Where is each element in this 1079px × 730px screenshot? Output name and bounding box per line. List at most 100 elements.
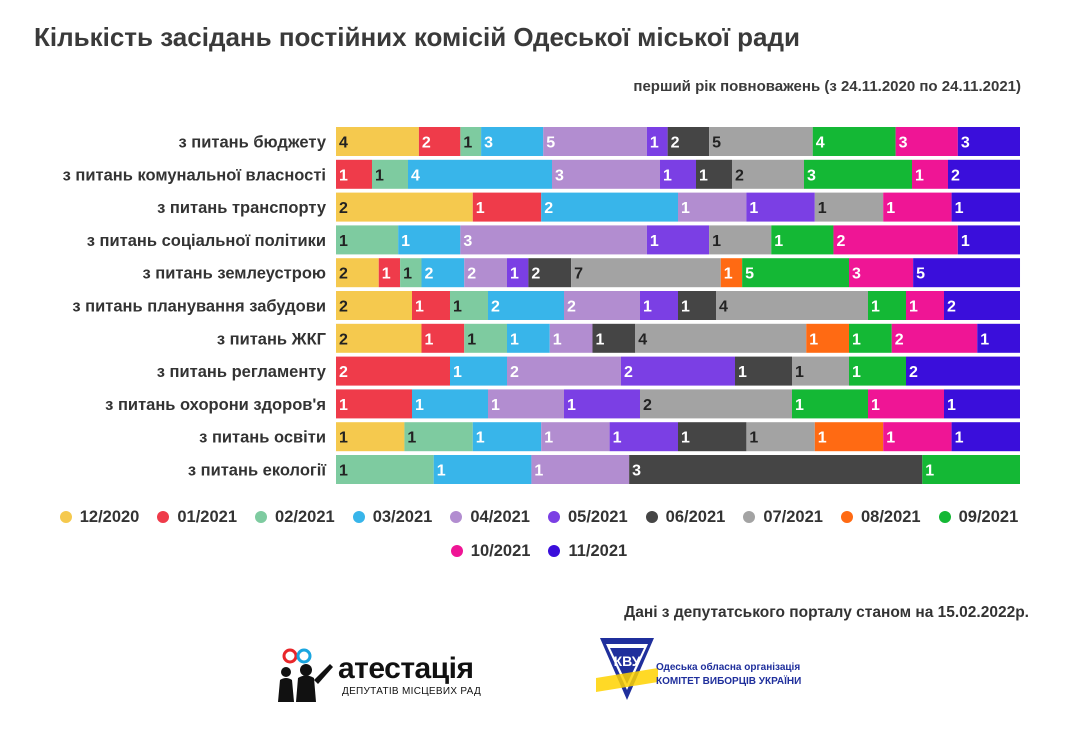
data-label: 1 — [401, 233, 410, 250]
data-label: 2 — [339, 364, 348, 381]
bar-segment — [398, 225, 461, 255]
data-label: 2 — [339, 299, 348, 316]
data-label: 1 — [809, 331, 818, 348]
data-label: 1 — [795, 364, 804, 381]
legend-swatch — [450, 545, 463, 557]
data-label: 1 — [643, 299, 652, 316]
data-label: 1 — [407, 430, 416, 447]
bar-segment — [646, 225, 710, 255]
bar-segment — [951, 192, 1020, 222]
bar-segment — [507, 356, 621, 386]
legend-swatch — [938, 511, 951, 523]
data-label: 2 — [531, 266, 540, 283]
legend-item: 05/2021 — [548, 506, 628, 528]
bar-segment — [812, 127, 896, 156]
bar-segment — [336, 291, 412, 320]
bar-segment — [709, 225, 772, 255]
bar-segment — [709, 127, 813, 156]
bar-segment — [957, 225, 1020, 255]
data-label: 2 — [422, 135, 431, 152]
data-label: 3 — [555, 167, 564, 184]
bar-segment — [660, 159, 696, 189]
data-label: 1 — [415, 397, 424, 414]
data-label: 2 — [339, 266, 348, 283]
data-label: 4 — [411, 167, 420, 184]
atestatsiya-logo: атестація ДЕПУТАТІВ МІСЦЕВИХ РАД — [276, 646, 481, 702]
bar-segment — [696, 159, 732, 189]
data-label: 1 — [980, 331, 989, 348]
legend-swatch — [59, 511, 72, 523]
data-label: 1 — [650, 135, 659, 152]
category-label: з питань регламенту — [157, 363, 327, 381]
data-label: 4 — [719, 299, 728, 316]
chart-title: Кількість засідань постійних комісій Оде… — [34, 22, 800, 52]
bar-segment — [404, 422, 473, 452]
data-label: 2 — [643, 397, 652, 414]
legend-swatch — [548, 545, 561, 557]
data-label: 1 — [852, 331, 861, 348]
legend-label: 01/2021 — [177, 507, 238, 526]
legend-item: 01/2021 — [157, 506, 237, 528]
bar-segment — [849, 356, 906, 386]
bar-segment — [922, 455, 1020, 484]
bar-segment — [720, 258, 743, 288]
data-label: 1 — [818, 200, 827, 217]
bar-segment — [640, 291, 678, 320]
kvu-logo: КВУ Одеська обласна організація КОМІТЕТ … — [596, 632, 801, 704]
bar-segment — [336, 192, 473, 222]
bar-segment — [944, 389, 1020, 419]
data-label: 1 — [375, 167, 384, 184]
data-label: 1 — [925, 463, 934, 480]
category-label: з питань екології — [188, 462, 327, 480]
legend-item: 06/2021 — [645, 506, 725, 528]
bar-segment — [944, 291, 1020, 320]
bar-segment — [732, 159, 804, 189]
bar-segment — [541, 192, 678, 222]
data-label: 3 — [484, 135, 493, 152]
data-label: 3 — [463, 233, 472, 250]
data-label: 1 — [909, 299, 918, 316]
bar-segment — [336, 389, 412, 419]
data-label: 1 — [724, 266, 733, 283]
legend-item: 08/2021 — [840, 506, 921, 528]
data-label: 1 — [567, 397, 576, 414]
bar-segment — [408, 159, 552, 189]
bar-segment — [372, 159, 408, 189]
data-label: 2 — [624, 364, 633, 381]
bar-segment — [507, 323, 550, 353]
bar-segment — [678, 192, 747, 222]
data-label: 1 — [453, 364, 462, 381]
kvu-emblem-text: КВУ — [614, 653, 641, 669]
data-label: 1 — [534, 463, 543, 480]
bar-segment — [460, 225, 647, 255]
category-label: з питань соціальної політики — [87, 232, 326, 250]
bar-segment — [460, 127, 482, 156]
data-label: 3 — [961, 135, 970, 152]
data-label: 2 — [836, 233, 845, 250]
bar-segment — [472, 422, 542, 452]
bar-segment — [336, 323, 422, 353]
data-label: 1 — [886, 430, 895, 447]
data-label: 1 — [663, 167, 672, 184]
chart-legend: 12/2020 01/2021 02/2021 03/2021 04/2021 05/20… — [34, 506, 1044, 562]
bar-segment — [488, 389, 564, 419]
bar-segment — [746, 192, 815, 222]
data-label: 3 — [899, 135, 908, 152]
data-label: 1 — [339, 430, 348, 447]
data-label: 2 — [510, 364, 519, 381]
legend-label: 10/2021 — [470, 541, 531, 560]
bar-segment — [528, 258, 572, 288]
category-label: з питань землеустрою — [143, 265, 327, 283]
legend-swatch — [450, 511, 463, 523]
bar-segment — [814, 422, 884, 452]
bar-segment — [541, 422, 610, 452]
data-label: 5 — [745, 266, 754, 283]
bar-segment — [640, 389, 792, 419]
bar-segment — [464, 258, 507, 288]
bar-segment — [957, 127, 1020, 156]
data-label: 7 — [574, 266, 583, 283]
data-label: 1 — [795, 397, 804, 414]
data-label: 3 — [632, 463, 641, 480]
data-label: 1 — [437, 463, 446, 480]
data-label: 1 — [491, 397, 500, 414]
